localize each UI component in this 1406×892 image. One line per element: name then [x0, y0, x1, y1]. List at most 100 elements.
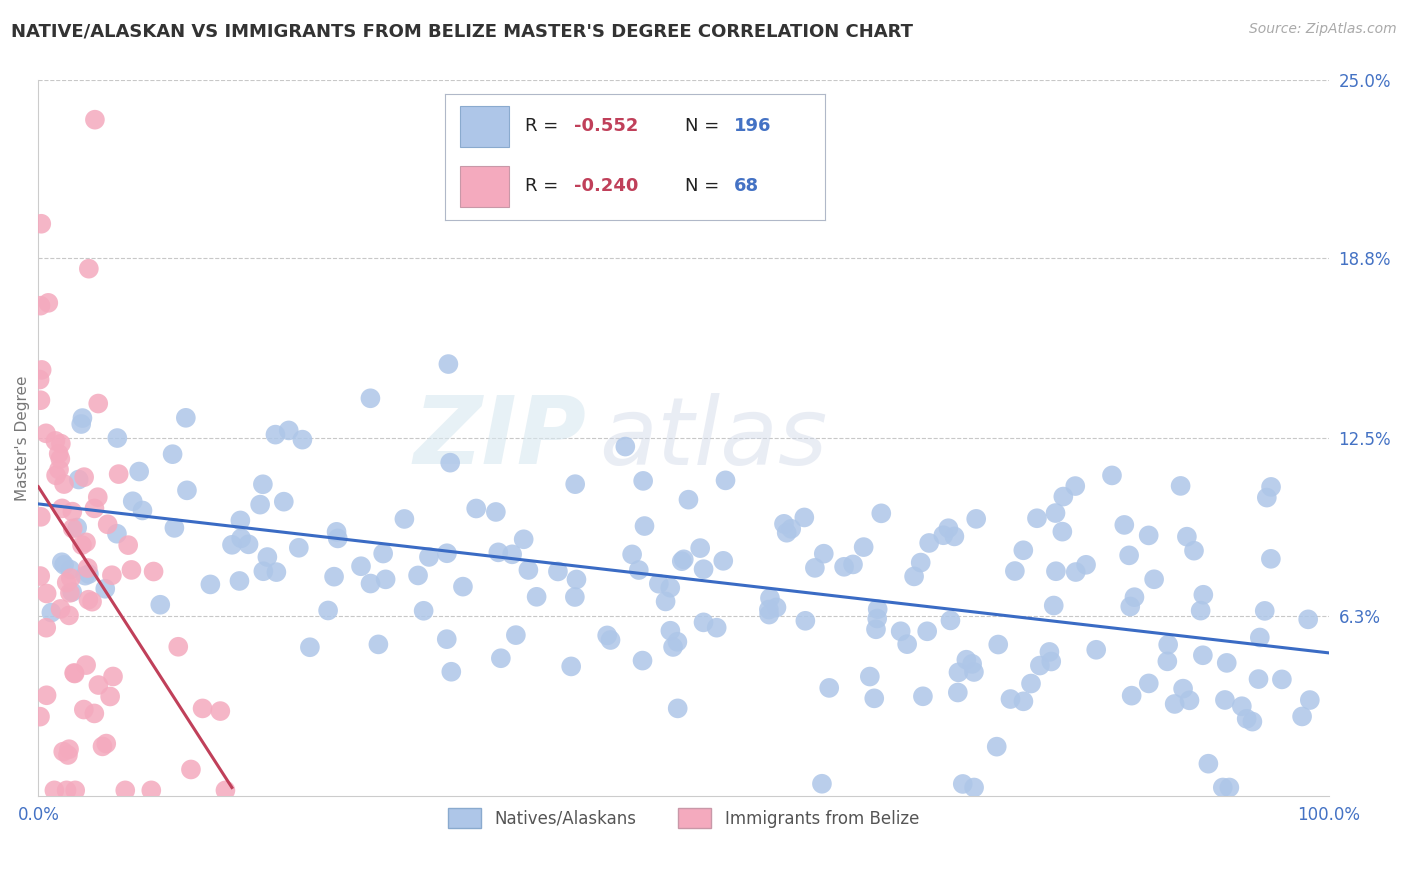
Point [1019, 676, 1042, 690]
Point [163, 521, 186, 535]
Point [1121, 689, 1143, 703]
Point [485, 505, 508, 519]
Point [859, 669, 882, 683]
Point [1143, 572, 1166, 586]
Point [53, 477, 76, 491]
Point [105, 431, 128, 445]
Point [77, 567, 100, 582]
Point [256, 549, 278, 564]
Point [63, 783, 86, 797]
Point [55, 575, 77, 590]
Point [77, 592, 100, 607]
Text: atlas: atlas [599, 392, 828, 483]
Point [323, 569, 346, 583]
Point [56, 747, 79, 762]
Point [1119, 599, 1142, 614]
Point [1163, 697, 1185, 711]
Point [852, 540, 875, 554]
Point [1114, 517, 1136, 532]
Point [1296, 612, 1319, 626]
Point [672, 552, 695, 566]
Point [678, 492, 700, 507]
Point [910, 556, 932, 570]
Point [49, 436, 72, 450]
Point [96, 737, 118, 751]
Point [1230, 699, 1253, 714]
Point [44, 434, 66, 448]
Point [1236, 712, 1258, 726]
Point [87, 490, 110, 504]
Point [486, 545, 509, 559]
Point [1170, 479, 1192, 493]
Y-axis label: Master's Degree: Master's Degree [15, 376, 30, 500]
Point [512, 533, 534, 547]
Point [298, 640, 321, 655]
Point [1137, 676, 1160, 690]
Point [963, 665, 986, 679]
Point [1052, 490, 1074, 504]
Point [28, 709, 51, 723]
Point [252, 477, 274, 491]
Point [316, 603, 339, 617]
Point [60, 585, 83, 599]
Point [932, 528, 955, 542]
Point [915, 624, 938, 639]
Point [31, 363, 53, 377]
Point [288, 541, 311, 555]
Point [228, 574, 250, 588]
Point [1256, 491, 1278, 505]
Point [1241, 714, 1264, 729]
Point [692, 562, 714, 576]
Point [654, 594, 676, 608]
Point [759, 591, 782, 606]
Point [63, 665, 86, 680]
Point [1101, 468, 1123, 483]
Point [547, 565, 569, 579]
Point [59, 563, 82, 577]
Point [52, 745, 75, 759]
Point [1064, 479, 1087, 493]
Point [765, 600, 787, 615]
Point [83, 501, 105, 516]
Point [943, 529, 966, 543]
Point [48, 447, 70, 461]
Point [394, 512, 416, 526]
Point [631, 474, 654, 488]
Point [63, 666, 86, 681]
Point [711, 554, 734, 568]
Point [1213, 693, 1236, 707]
Point [360, 576, 382, 591]
Point [986, 739, 1008, 754]
Point [939, 614, 962, 628]
Point [325, 524, 347, 539]
Point [911, 690, 934, 704]
Point [890, 624, 912, 639]
Point [75, 658, 97, 673]
Point [214, 783, 236, 797]
Point [952, 777, 974, 791]
Point [1000, 692, 1022, 706]
Point [75, 535, 97, 549]
Point [811, 777, 834, 791]
Text: NATIVE/ALASKAN VS IMMIGRANTS FROM BELIZE MASTER'S DEGREE CORRELATION CHART: NATIVE/ALASKAN VS IMMIGRANTS FROM BELIZE… [11, 22, 914, 40]
Point [49, 602, 72, 616]
Point [565, 573, 588, 587]
Point [627, 563, 650, 577]
Point [1182, 543, 1205, 558]
Point [252, 564, 274, 578]
Point [631, 654, 654, 668]
Point [35, 426, 58, 441]
Point [1064, 565, 1087, 579]
Point [960, 657, 983, 671]
Point [813, 547, 835, 561]
Point [87, 678, 110, 692]
Point [1085, 642, 1108, 657]
Point [866, 602, 889, 616]
Point [131, 503, 153, 517]
Legend: Natives/Alaskans, Immigrants from Belize: Natives/Alaskans, Immigrants from Belize [441, 802, 925, 834]
Point [97, 517, 120, 532]
Point [564, 590, 586, 604]
Point [505, 628, 527, 642]
Point [621, 548, 644, 562]
Point [1260, 480, 1282, 494]
